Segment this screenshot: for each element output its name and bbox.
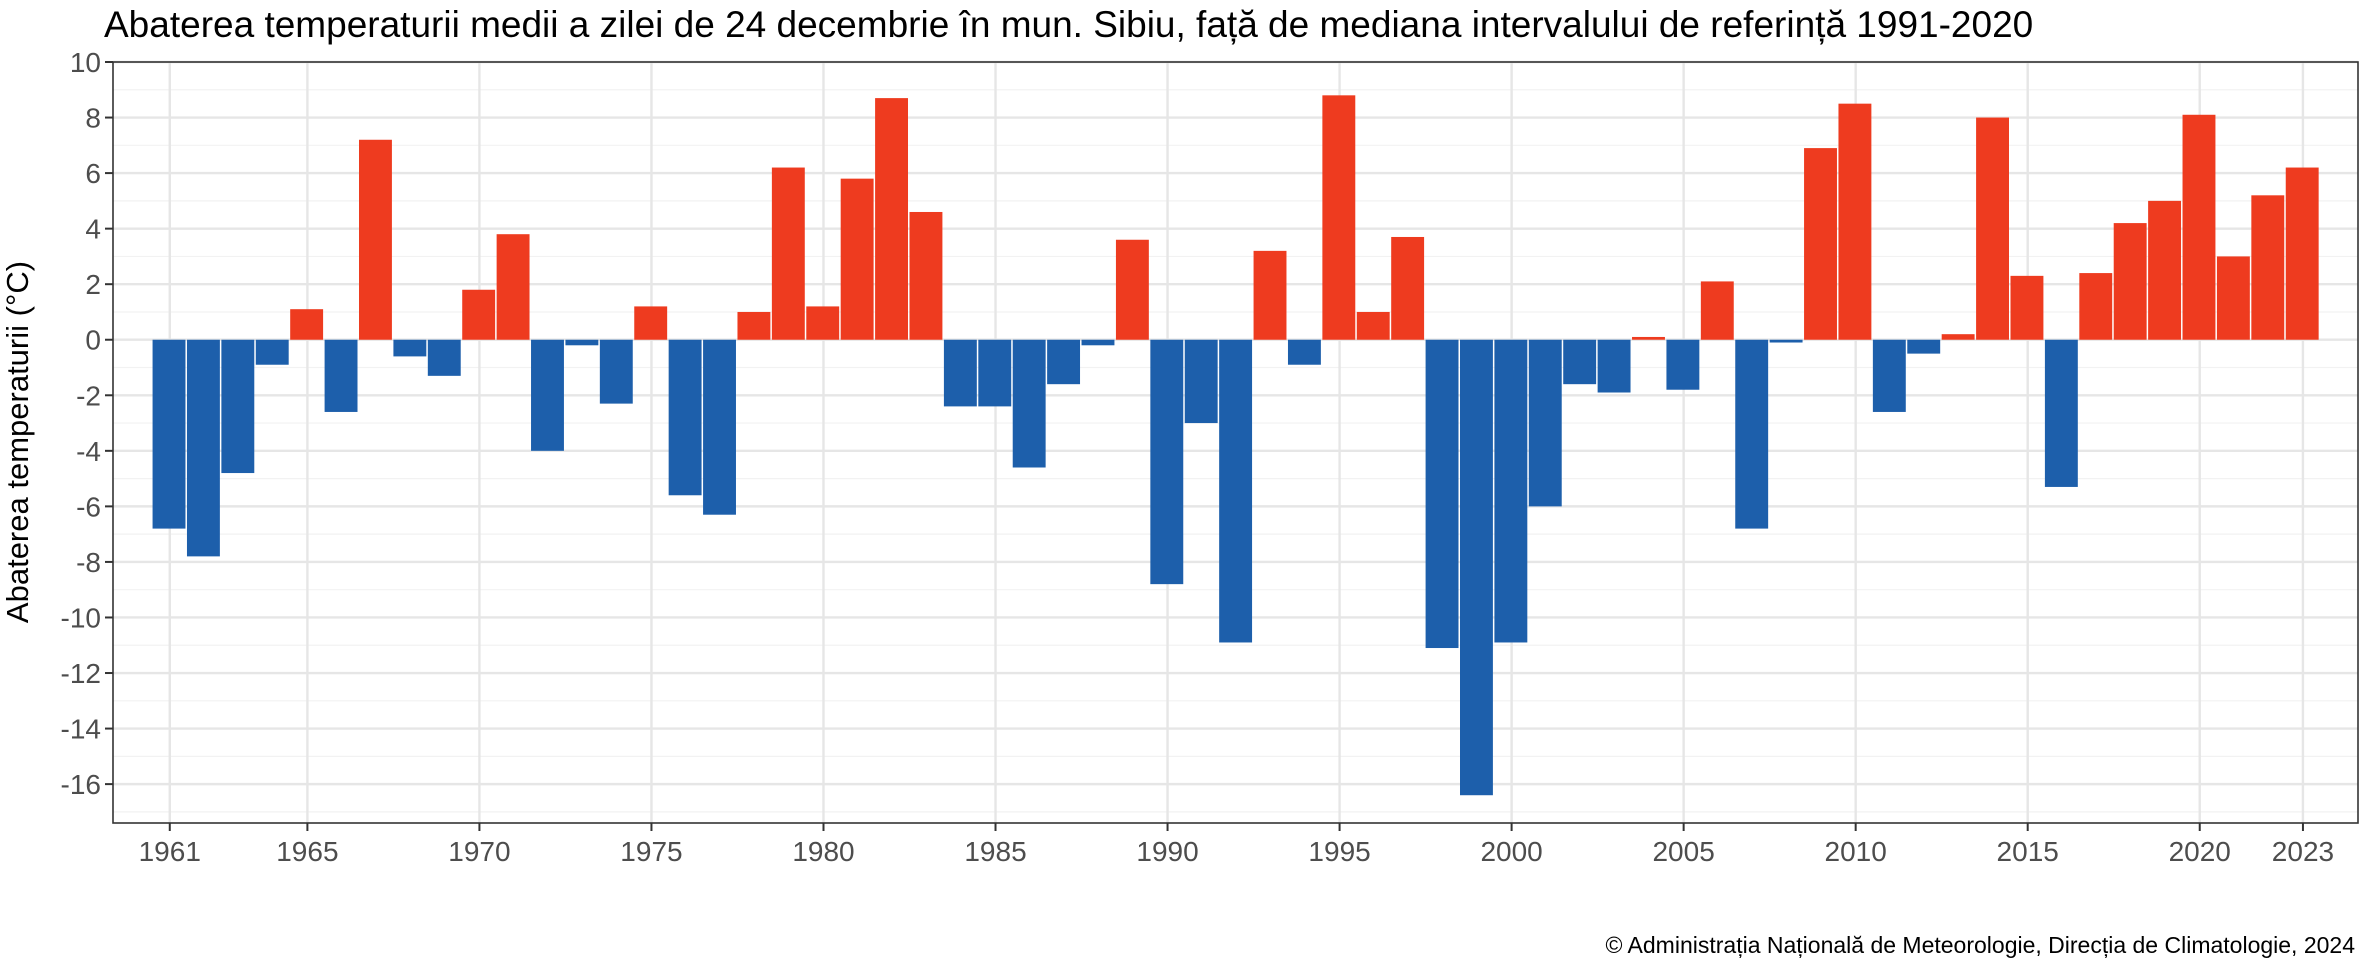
bar-2018 (2113, 223, 2147, 340)
bar-1997 (1391, 236, 1425, 340)
bar-1963 (221, 339, 255, 474)
bar-2014 (1976, 117, 2009, 340)
bar-1979 (771, 167, 805, 340)
bar-1994 (1287, 339, 1321, 365)
x-tick-label: 2015 (1997, 836, 2059, 867)
y-tick-label: -16 (61, 769, 101, 800)
bar-2009 (1804, 148, 1837, 340)
y-tick-label: -12 (61, 658, 101, 689)
bar-2013 (1941, 334, 1975, 340)
y-tick-label: -6 (76, 491, 101, 522)
y-tick-label: 0 (85, 325, 101, 356)
y-axis: 10 8 6 4 2 0 -2 -4 -6 -8 -10 -12 -14 -16 (61, 47, 113, 800)
bar-1961 (152, 339, 186, 529)
y-tick-label: -14 (61, 714, 101, 745)
bar-1991 (1184, 339, 1218, 424)
y-tick-label: -8 (76, 547, 101, 578)
bar-1974 (599, 339, 633, 404)
bar-1973 (565, 339, 599, 346)
bar-1996 (1356, 311, 1390, 340)
y-tick-label: 10 (70, 47, 101, 78)
bar-1971 (496, 234, 530, 340)
x-tick-label: 1985 (964, 836, 1026, 867)
y-axis-label: Abaterea temperaturii (°C) (0, 261, 35, 623)
bar-1977 (703, 339, 736, 515)
bar-2004 (1632, 336, 1665, 340)
y-tick-label: -10 (61, 602, 101, 633)
bar-2006 (1700, 281, 1734, 340)
bar-2016 (2044, 339, 2078, 487)
x-tick-label: 2020 (2169, 836, 2231, 867)
x-tick-label: 1980 (792, 836, 854, 867)
bar-1978 (737, 311, 771, 340)
x-tick-label: 1975 (620, 836, 682, 867)
x-tick-label: 2023 (2272, 836, 2334, 867)
bar-2022 (2251, 195, 2285, 340)
bar-2007 (1735, 339, 1769, 529)
bar-2005 (1666, 339, 1700, 390)
bar-1985 (978, 339, 1012, 407)
x-tick-label: 2010 (1825, 836, 1887, 867)
panel-border (112, 61, 2359, 824)
bar-1992 (1219, 339, 1253, 643)
bar-1970 (462, 289, 496, 340)
bar-1975 (634, 306, 668, 340)
copyright-caption: © Administrația Națională de Meteorologi… (1605, 932, 2355, 958)
bar-1990 (1150, 339, 1184, 585)
bar-2019 (2148, 200, 2182, 340)
bar-1995 (1322, 95, 1356, 340)
bar-1964 (255, 339, 289, 365)
bar-1989 (1115, 239, 1149, 340)
y-tick-label: 2 (85, 269, 101, 300)
x-tick-label: 2000 (1480, 836, 1542, 867)
bar-1988 (1081, 339, 1115, 346)
bar-1967 (359, 139, 392, 340)
bar-1987 (1047, 339, 1081, 385)
bar-2017 (2079, 273, 2113, 340)
bar-1993 (1253, 250, 1287, 340)
bar-2010 (1838, 103, 1872, 340)
bar-2000 (1494, 339, 1528, 643)
bar-2008 (1769, 339, 1803, 343)
bar-1969 (427, 339, 461, 376)
x-tick-label: 1990 (1136, 836, 1198, 867)
x-tick-label: 1965 (276, 836, 338, 867)
bars (152, 95, 2319, 796)
bar-2003 (1597, 339, 1631, 393)
bar-1980 (806, 306, 840, 340)
y-tick-label: -2 (76, 380, 101, 411)
bar-1986 (1012, 339, 1046, 468)
bar-2023 (2285, 167, 2319, 340)
bar-2015 (2010, 275, 2044, 340)
bar-1998 (1425, 339, 1459, 649)
bar-2021 (2216, 256, 2250, 340)
bar-2011 (1872, 339, 1906, 412)
bar-1999 (1460, 339, 1493, 796)
x-axis: 1961 1965 1970 1975 1980 1985 1990 1995 2000 2005… (139, 823, 2334, 867)
bar-1966 (324, 339, 358, 412)
x-tick-label: 1995 (1308, 836, 1370, 867)
x-tick-label: 1961 (139, 836, 201, 867)
bar-1981 (840, 178, 874, 340)
bar-1976 (668, 339, 702, 496)
bar-2020 (2182, 114, 2216, 340)
bar-1962 (186, 339, 220, 557)
bar-1983 (909, 211, 943, 340)
bar-2002 (1563, 339, 1597, 385)
bar-2001 (1528, 339, 1562, 507)
y-tick-label: -4 (76, 436, 101, 467)
y-tick-label: 4 (85, 214, 101, 245)
bar-2012 (1907, 339, 1941, 354)
bar-1968 (393, 339, 427, 357)
bar-1984 (943, 339, 977, 407)
bar-1965 (290, 309, 324, 340)
x-tick-label: 1970 (448, 836, 510, 867)
y-tick-label: 8 (85, 103, 101, 134)
chart-title: Abaterea temperaturii medii a zilei de 2… (104, 4, 2033, 45)
bar-1972 (531, 339, 564, 451)
x-tick-label: 2005 (1652, 836, 1714, 867)
y-tick-label: 6 (85, 158, 101, 189)
bar-1982 (875, 98, 909, 340)
